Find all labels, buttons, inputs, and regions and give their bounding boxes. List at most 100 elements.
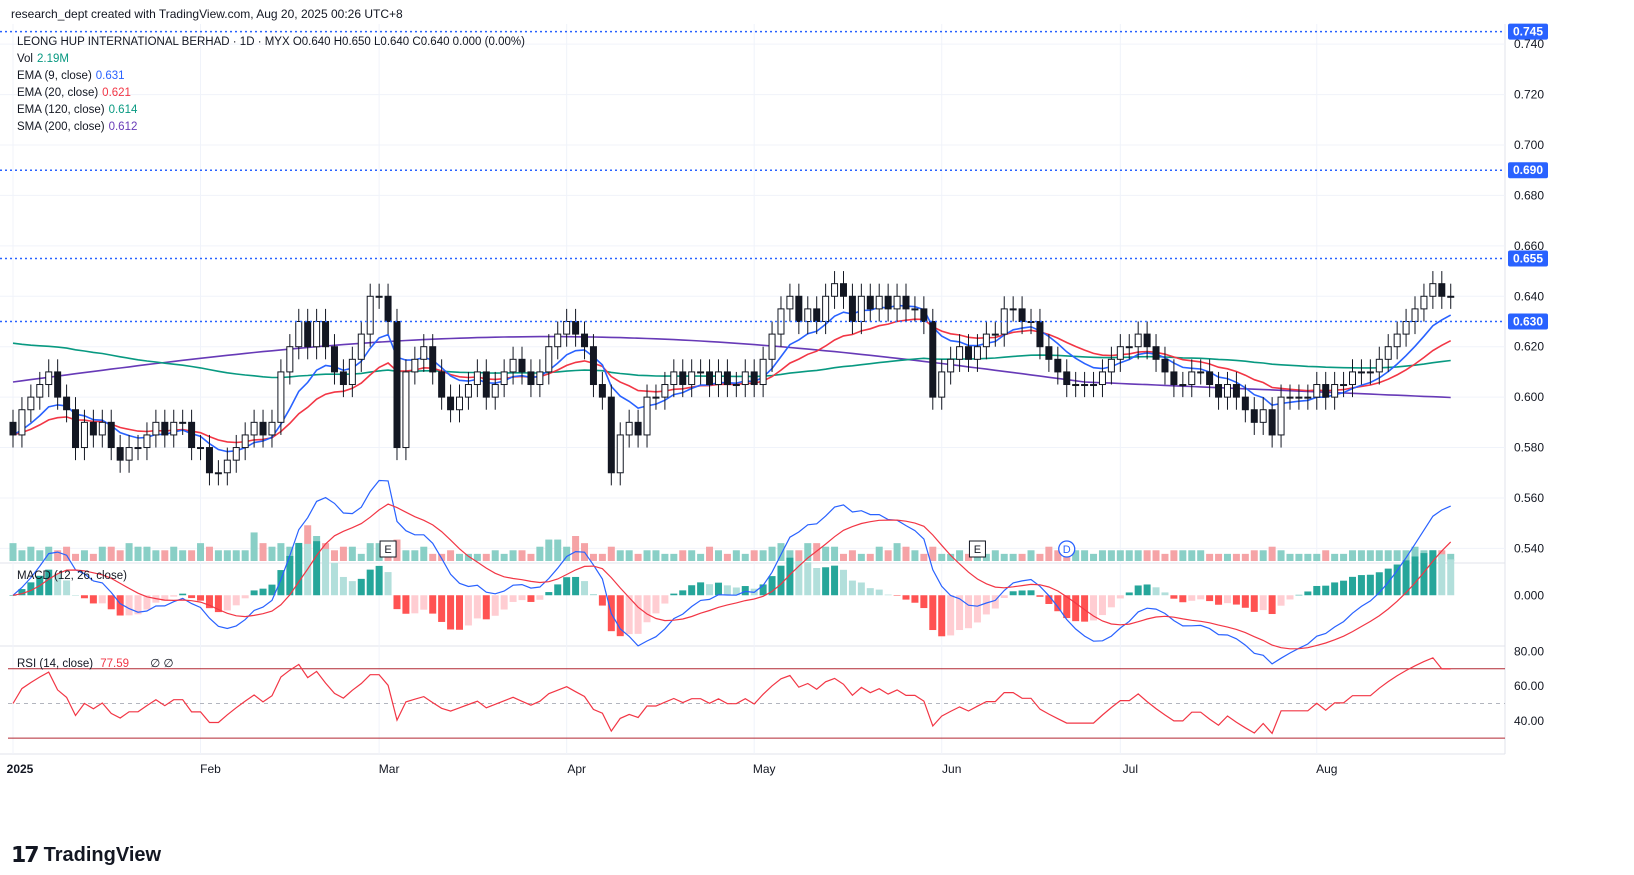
volume-bar xyxy=(125,543,133,561)
earnings-marker-label: E xyxy=(974,544,981,556)
macd-histogram-bar xyxy=(1295,594,1303,596)
volume-bar xyxy=(536,546,544,561)
candle-body xyxy=(1045,346,1053,360)
volume-bar xyxy=(232,550,240,561)
macd-histogram-bar xyxy=(839,569,847,596)
macd-label[interactable]: MACD (12, 26, close) xyxy=(17,570,127,582)
candle-body xyxy=(902,295,910,310)
candle-body xyxy=(143,434,151,449)
macd-histogram-bar xyxy=(1045,595,1053,604)
macd-histogram-bar xyxy=(402,595,410,614)
candle-body xyxy=(554,333,562,348)
macd-histogram-bar xyxy=(572,576,580,596)
volume-bar xyxy=(1206,553,1214,561)
volume-bar xyxy=(1277,550,1285,561)
volume-bar xyxy=(777,543,785,561)
volume-bar xyxy=(1295,553,1303,561)
macd-histogram-bar xyxy=(884,594,892,596)
volume-bar xyxy=(929,546,937,561)
volume-bar xyxy=(411,550,419,561)
volume-bar xyxy=(447,550,455,561)
volume-bar xyxy=(554,539,562,561)
macd-histogram-bar xyxy=(161,595,169,602)
volume-bar xyxy=(786,550,794,561)
macd-histogram-bar xyxy=(982,595,990,615)
candle-body xyxy=(36,384,44,398)
rsi-legend[interactable]: RSI (14, close) 77.59 ∅ ∅ xyxy=(17,656,173,670)
macd-histogram-bar xyxy=(1429,550,1437,596)
candle-body xyxy=(679,371,687,386)
volume-bar xyxy=(714,550,722,561)
time-tick-label: Apr xyxy=(567,762,586,776)
candle-body xyxy=(581,333,589,348)
macd-histogram-bar xyxy=(723,585,731,596)
macd-histogram-bar xyxy=(1018,590,1026,596)
macd-histogram-bar xyxy=(259,588,267,596)
candle-body xyxy=(366,295,374,335)
sma200-label[interactable]: SMA (200, close) xyxy=(17,121,105,133)
chart-legend: LEONG HUP INTERNATIONAL BERHAD · 1D · MY… xyxy=(17,34,525,136)
candle-body xyxy=(1215,384,1223,398)
volume-bar xyxy=(1393,550,1401,561)
macd-histogram-bar xyxy=(1232,595,1240,605)
macd-histogram-bar xyxy=(1063,595,1071,619)
macd-histogram-bar xyxy=(1241,595,1249,608)
ema9-label[interactable]: EMA (9, close) xyxy=(17,70,92,82)
time-tick-label: Mar xyxy=(379,762,400,776)
macd-histogram-bar xyxy=(991,595,999,609)
price-tick-label: 0.640 xyxy=(1514,289,1544,303)
candle-body xyxy=(1375,358,1383,373)
volume-bar xyxy=(1045,546,1053,561)
candle-body xyxy=(786,295,794,310)
macd-line xyxy=(12,479,1451,665)
candle-body xyxy=(1447,295,1455,298)
macd-histogram-bar xyxy=(393,595,401,610)
volume-bar xyxy=(277,543,285,561)
macd-signal-line xyxy=(12,503,1452,650)
candle-body xyxy=(268,421,276,436)
price-tick-label: 0.720 xyxy=(1514,88,1544,102)
volume-bar xyxy=(688,550,696,561)
volume-bar xyxy=(152,550,160,561)
macd-histogram-bar xyxy=(143,595,151,610)
candle-body xyxy=(1402,320,1410,335)
candle-body xyxy=(1018,308,1026,322)
ema120-label[interactable]: EMA (120, close) xyxy=(17,104,105,116)
volume-bar xyxy=(429,553,437,561)
tradingview-logo: 𝟭𝟳 TradingView xyxy=(11,842,161,868)
volume-bar xyxy=(393,539,401,561)
macd-histogram-bar xyxy=(1340,580,1348,596)
candle-body xyxy=(473,371,481,386)
rsi-extra: ∅ ∅ xyxy=(150,658,174,670)
candle-body xyxy=(277,371,285,423)
volume-bar xyxy=(1259,550,1267,561)
volume-bar xyxy=(1170,550,1178,561)
macd-histogram-bar xyxy=(473,595,481,619)
symbol-title[interactable]: LEONG HUP INTERNATIONAL BERHAD · 1D · MY… xyxy=(17,36,525,48)
macd-histogram-bar xyxy=(759,584,767,596)
candle-body xyxy=(643,396,651,436)
macd-histogram-bar xyxy=(447,595,455,630)
volume-bar xyxy=(188,550,196,561)
macd-histogram-bar xyxy=(384,572,392,596)
candle-body xyxy=(170,421,178,436)
candle-body xyxy=(723,371,731,386)
macd-histogram-bar xyxy=(875,589,883,596)
macd-histogram-bar xyxy=(1357,575,1365,596)
macd-histogram-bar xyxy=(714,582,722,596)
time-tick-label: Feb xyxy=(200,762,221,776)
macd-histogram-bar xyxy=(1206,595,1214,602)
candle-body xyxy=(607,396,615,474)
volume-bar xyxy=(866,553,874,561)
ema20-label[interactable]: EMA (20, close) xyxy=(17,87,99,99)
candle-body xyxy=(697,371,705,374)
macd-histogram-bar xyxy=(250,590,258,596)
candle-body xyxy=(1081,384,1089,387)
candle-body xyxy=(1268,409,1276,436)
volume-bar xyxy=(670,553,678,561)
candle-body xyxy=(89,421,97,436)
candle-body xyxy=(527,371,535,386)
volume-bar xyxy=(500,553,508,561)
volume-bar xyxy=(1241,553,1249,561)
